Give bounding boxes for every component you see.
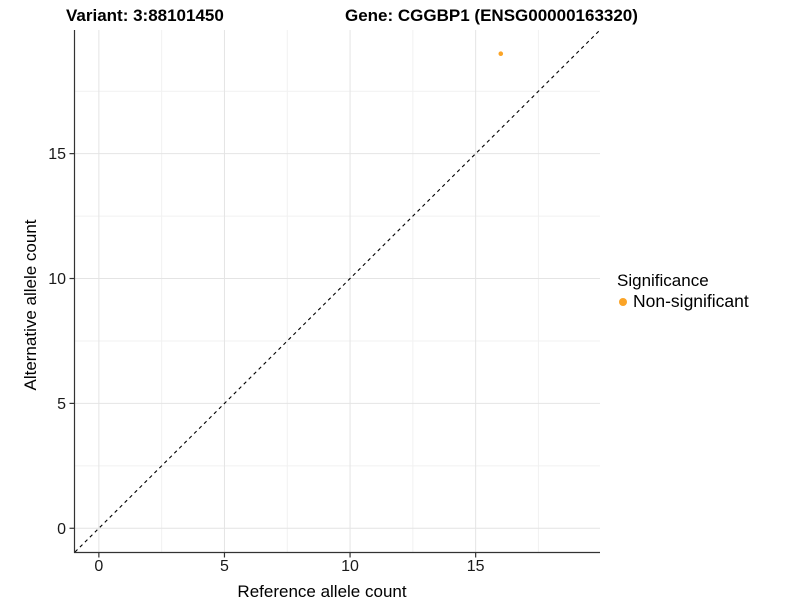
legend-point-icon <box>619 297 627 306</box>
plot-title-variant: Variant: 3:88101450 <box>66 6 224 25</box>
y-tick-label: 10 <box>48 271 66 288</box>
y-tick-label: 5 <box>57 396 66 413</box>
legend-item: Non-significant <box>616 291 749 312</box>
legend-title: Significance <box>617 271 709 290</box>
x-tick-label: 0 <box>94 558 103 575</box>
x-tick-label: 5 <box>220 558 229 575</box>
y-tick-label: 0 <box>57 521 66 538</box>
x-tick-label: 10 <box>341 558 359 575</box>
x-tick-label: 15 <box>467 558 485 575</box>
y-tick-label: 15 <box>48 146 66 163</box>
identity-line <box>74 29 601 553</box>
y-axis-title: Alternative allele count <box>21 219 40 391</box>
legend: Significance Non-significant <box>616 270 749 312</box>
legend-item-label: Non-significant <box>633 291 749 311</box>
x-axis-title: Reference allele count <box>237 582 407 601</box>
data-point <box>498 51 504 57</box>
plot-title-gene: Gene: CGGBP1 (ENSG00000163320) <box>345 6 638 25</box>
